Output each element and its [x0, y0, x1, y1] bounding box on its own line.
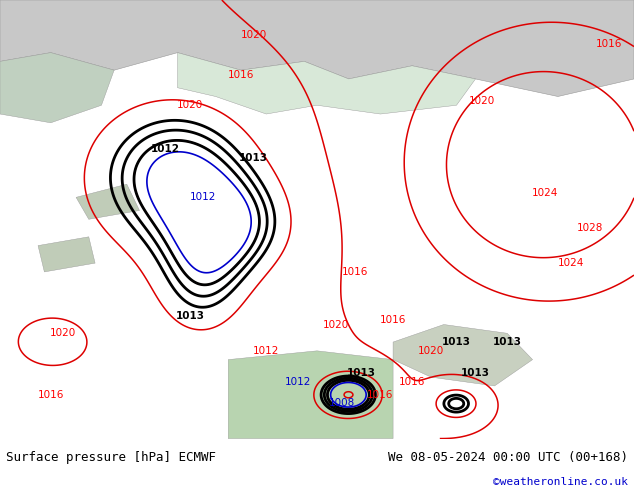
Polygon shape [38, 237, 95, 272]
Polygon shape [228, 351, 393, 439]
Text: 1008: 1008 [329, 398, 356, 409]
Text: 1012: 1012 [190, 193, 216, 202]
Text: 1016: 1016 [342, 267, 368, 277]
Polygon shape [0, 0, 634, 97]
Text: 1020: 1020 [177, 100, 204, 110]
Text: 1020: 1020 [240, 30, 267, 40]
Text: 1013: 1013 [347, 368, 376, 378]
Text: 1016: 1016 [37, 390, 64, 400]
Text: 1020: 1020 [418, 346, 444, 356]
Text: 1013: 1013 [176, 311, 205, 321]
Text: 1016: 1016 [380, 315, 406, 325]
Text: 1013: 1013 [442, 337, 471, 347]
Text: 1012: 1012 [150, 144, 179, 154]
Text: 1016: 1016 [595, 39, 622, 49]
Text: 1013: 1013 [239, 153, 268, 163]
Text: 1024: 1024 [532, 188, 559, 198]
Text: 1012: 1012 [285, 376, 311, 387]
Text: 1016: 1016 [228, 70, 254, 79]
Polygon shape [0, 52, 114, 123]
Text: 1013: 1013 [461, 368, 490, 378]
Text: 1013: 1013 [493, 337, 522, 347]
Polygon shape [393, 324, 533, 386]
Text: We 08-05-2024 00:00 UTC (00+168): We 08-05-2024 00:00 UTC (00+168) [387, 451, 628, 465]
Text: 1020: 1020 [469, 96, 495, 106]
Text: 1012: 1012 [253, 346, 280, 356]
Polygon shape [178, 52, 476, 114]
Text: ©weatheronline.co.uk: ©weatheronline.co.uk [493, 477, 628, 488]
Text: 1020: 1020 [323, 319, 349, 330]
Text: 1028: 1028 [576, 223, 603, 233]
Text: 1016: 1016 [399, 376, 425, 387]
Text: Surface pressure [hPa] ECMWF: Surface pressure [hPa] ECMWF [6, 451, 216, 465]
Text: 1020: 1020 [50, 328, 77, 338]
Text: 1016: 1016 [367, 390, 394, 400]
Text: 1024: 1024 [557, 258, 584, 268]
Polygon shape [76, 184, 139, 220]
